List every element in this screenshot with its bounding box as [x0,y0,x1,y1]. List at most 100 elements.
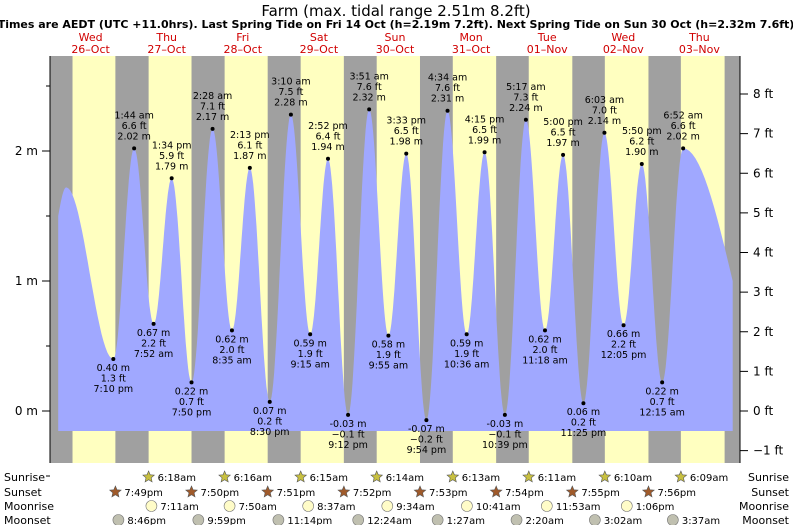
tide-feet: 2.2 ft [141,338,166,349]
sunset-time: 7:51pm [277,488,316,499]
tide-point [424,418,429,423]
tide-meters: -0.03 m [486,419,523,430]
sunset-label-left: Sunset [4,486,42,499]
tide-time: 9:12 pm [328,440,368,451]
tide-point [267,399,272,404]
y-tick-right-label: 6 ft [753,166,773,180]
tide-meters: 2.32 m [352,92,385,103]
tide-point [308,332,313,337]
tide-point [386,333,391,338]
tide-point [346,412,351,417]
sunset-icon [261,485,275,498]
moonrise-time: 1:06pm [636,502,675,513]
tide-time: 5:00 pm [543,117,583,128]
sunset-icon [489,485,503,498]
day-date: 28–Oct [224,43,263,56]
tide-feet: 1.9 ft [298,349,323,360]
day-date: 03–Nov [679,43,720,56]
sunrise-icon [218,470,232,483]
moonset-icon [192,514,205,525]
sunset-icon [108,485,122,498]
tide-meters: 2.31 m [431,94,464,105]
tide-feet: 6.1 ft [237,140,262,151]
moonset-time: 3:37am [682,516,720,525]
tide-time: 5:50 pm [622,126,662,137]
tide-time: 2:13 pm [230,130,270,141]
tide-meters: 0.62 m [215,334,248,345]
sunrise-time: 6:16am [234,473,272,484]
tide-meters: 2.02 m [666,131,699,142]
moonset-icon [431,514,444,525]
sunrise-icon [294,470,308,483]
tide-time: 1:34 pm [152,140,192,151]
moonset-time: 2:20am [526,516,564,525]
sunset-icon [565,485,579,498]
tide-meters: 1.87 m [233,151,266,162]
tide-time: 7:50 pm [172,407,212,418]
tide-meters: 2.14 m [588,116,621,127]
day-name: Wed [611,31,635,44]
tide-feet: 1.9 ft [454,349,479,360]
tide-feet: 0.2 ft [571,418,596,429]
sunset-icon [185,485,198,498]
day-date: 29–Oct [300,43,339,56]
sunset-time: 7:52pm [353,488,392,499]
y-tick-right-label: 2 ft [753,325,773,339]
moonset-time: 8:46pm [127,516,166,525]
tide-time: 12:05 pm [601,350,647,361]
tide-meters: 2.02 m [117,131,150,142]
tide-point [681,146,686,151]
tide-meters: 2.17 m [196,112,229,123]
sunset-icon [337,485,351,498]
tide-feet: 7.1 ft [200,101,225,112]
tide-meters: 1.90 m [625,147,658,158]
moonrise-icon [620,500,633,512]
tide-feet: 6.5 ft [551,127,576,138]
day-name: Thu [155,31,177,44]
day-date: 30–Oct [376,43,415,56]
tide-meters: 1.99 m [468,135,501,146]
tide-point [325,156,330,161]
tide-time: 4:34 am [428,73,467,84]
day-name: Mon [460,31,483,44]
tide-time: 5:17 am [506,82,545,93]
tide-point [247,165,252,170]
tide-feet: 7.6 ft [357,82,382,93]
tide-time: 2:28 am [193,91,232,102]
spring-tide-info: Times are AEDT (UTC +11.0hrs). Last Spri… [0,18,793,31]
sunset-time: 7:50pm [201,488,240,499]
moonrise-icon [145,500,158,512]
tide-time: 3:10 am [271,77,310,88]
tide-feet: 0.7 ft [179,397,204,408]
tide-point [561,152,566,157]
moonset-time: 12:24am [367,516,412,525]
tide-point [639,162,644,166]
tide-point [482,150,487,155]
tide-time: 7:52 am [134,349,173,360]
tide-time: 4:15 pm [465,114,505,125]
tide-feet: 7.5 ft [278,87,303,98]
tide-time: 9:55 am [369,361,408,372]
tide-time: 11:18 am [522,355,567,366]
moonset-icon [510,514,523,525]
tide-feet: 0.2 ft [257,416,282,427]
day-name: Thu [688,31,710,44]
tide-time: 8:35 am [212,355,251,366]
moonset-time: 11:14pm [287,516,332,525]
tide-meters: 0.07 m [253,406,286,417]
tide-meters: 0.67 m [137,328,170,339]
tide-meters: 1.94 m [311,142,344,153]
tide-labels: 0.40 m1.3 ft7:10 pm1:44 am6.6 ft2.02 m0.… [94,71,703,456]
tide-point [581,401,586,406]
tide-meters: 1.98 m [390,137,423,148]
sunrise-icon [674,470,688,483]
tide-point [602,130,607,135]
tide-time: 3:33 pm [386,116,426,127]
tide-time: 9:15 am [290,359,329,370]
tide-point [621,323,626,328]
moonset-icon [112,514,125,525]
tide-time: 6:52 am [663,110,702,121]
tide-feet: 0.7 ft [650,397,675,408]
tide-meters: 0.58 m [372,340,405,351]
moonset-icon [272,514,285,525]
